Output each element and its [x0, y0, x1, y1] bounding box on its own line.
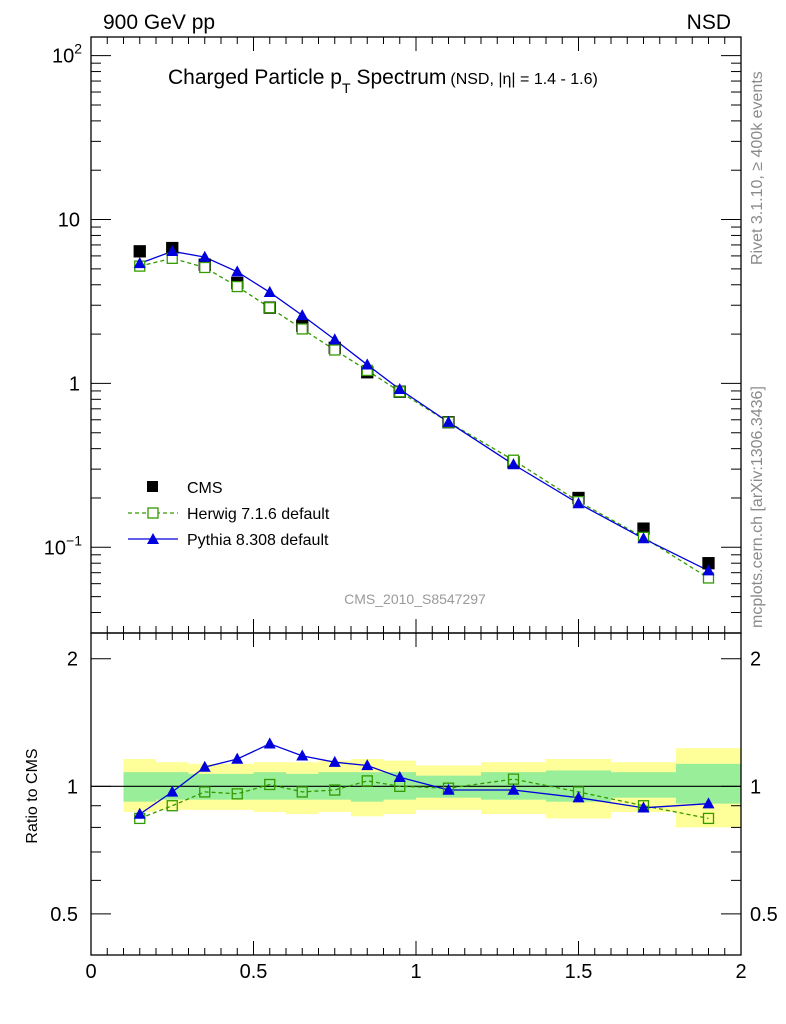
legend-herwig-marker — [147, 507, 159, 519]
pythia-ratio-line — [139, 743, 709, 815]
herwig-line — [139, 257, 709, 579]
inner-band-bin — [611, 772, 676, 798]
main-panel-axes: 102 10 1 10−1 — [44, 36, 742, 634]
legend-cms-marker — [147, 481, 158, 492]
main-title-small: (NSD, |η| = 1.4 - 1.6) — [450, 71, 597, 88]
main-title-text: Charged Particle p — [168, 66, 342, 89]
pythia-point — [166, 244, 179, 257]
main-y-tick-label: 102 — [52, 41, 82, 68]
herwig-ratio-point — [361, 775, 373, 787]
ratio-y-tick-label-left: 2 — [67, 649, 78, 671]
main-panel-series-lines — [139, 250, 709, 579]
herwig-ratio-line — [139, 778, 709, 820]
pythia-ratio-point — [328, 755, 341, 767]
legend-pythia-label: Pythia 8.308 default — [187, 532, 329, 549]
pythia-point — [393, 383, 406, 395]
header-left: 900 GeV pp — [103, 11, 215, 34]
pythia-ratio-point — [572, 791, 585, 803]
main-panel-markers — [133, 241, 715, 584]
pythia-point — [637, 532, 650, 544]
ratio-panel-series-lines — [139, 743, 709, 820]
header-right: NSD — [687, 11, 731, 34]
mcplots-label: mcplots.cern.ch [arXiv:1306.3436] — [749, 386, 766, 628]
herwig-ratio-point — [199, 786, 211, 798]
main-y-tick-label: 10−1 — [44, 532, 82, 559]
ratio-x-tick-label: 0.5 — [240, 961, 268, 983]
herwig-point — [329, 344, 341, 356]
ratio-x-tick-label: 1 — [410, 961, 421, 983]
pythia-point — [328, 333, 341, 345]
herwig-ratio-point — [231, 788, 243, 800]
pythia-ratio-point — [166, 785, 179, 797]
legend-cms-label: CMS — [187, 480, 223, 497]
herwig-point — [199, 261, 211, 274]
pythia-ratio-point — [361, 759, 374, 771]
pythia-ratio-point — [702, 797, 715, 809]
pythia-point — [231, 265, 244, 277]
herwig-ratio-point — [296, 786, 308, 798]
ratio-y-tick-label-left: 0.5 — [50, 904, 78, 926]
ratio-y-tick-label-right: 2 — [750, 649, 761, 671]
pythia-ratio-point — [296, 749, 309, 761]
cms-data-point — [133, 245, 146, 258]
herwig-ratio-point — [264, 778, 276, 791]
pythia-point — [361, 358, 374, 370]
pythia-point — [442, 415, 455, 427]
legend-pythia-marker — [147, 533, 159, 544]
pythia-ratio-point — [198, 760, 211, 772]
pythia-ratio-point — [442, 783, 455, 795]
pythia-point — [572, 497, 585, 509]
pythia-point — [296, 309, 309, 321]
pythia-point — [133, 257, 146, 269]
ratio-panel-axes: 0.5 0.5 1 1 2 2 0 0.5 1 1.5 2 — [50, 632, 778, 983]
herwig-ratio-point — [702, 812, 715, 825]
herwig-point — [296, 323, 308, 335]
pythia-point — [263, 285, 276, 297]
ratio-x-tick-label: 1.5 — [565, 961, 593, 983]
herwig-ratio-point — [329, 784, 341, 796]
herwig-point — [231, 280, 243, 293]
ratio-panel-uncertainty-bands — [91, 748, 741, 828]
pythia-point — [702, 564, 715, 576]
pythia-point — [198, 250, 211, 262]
pythia-ratio-point — [263, 737, 276, 749]
inner-band-bin — [676, 763, 741, 804]
main-y-tick-label: 10 — [58, 210, 80, 232]
legend-herwig-label: Herwig 7.1.6 default — [187, 506, 330, 523]
main-title-suffix: Spectrum — [357, 66, 447, 89]
ratio-y-axis-label: Ratio to CMS — [24, 748, 41, 843]
main-title-subscript: T — [342, 80, 351, 96]
rivet-version-label: Rivet 3.1.10, ≥ 400k events — [749, 71, 766, 265]
pythia-ratio-point — [507, 783, 520, 795]
ratio-x-tick-label: 2 — [735, 961, 746, 983]
pythia-point — [507, 458, 520, 470]
ratio-y-tick-label-right: 1 — [750, 776, 761, 798]
analysis-watermark: CMS_2010_S8547297 — [344, 591, 486, 607]
herwig-ratio-point — [166, 800, 178, 812]
herwig-point — [264, 302, 276, 314]
ratio-panel-markers — [133, 737, 715, 825]
pythia-ratio-point — [231, 752, 244, 764]
legend: CMS Herwig 7.1.6 default Pythia 8.308 de… — [128, 480, 330, 549]
ratio-x-tick-label: 0 — [85, 961, 96, 983]
main-title: Charged Particle pT Spectrum (NSD, |η| = 1… — [168, 66, 598, 96]
ratio-y-tick-label-right: 0.5 — [750, 904, 778, 926]
pythia-ratio-point — [393, 770, 406, 783]
pythia-ratio-point — [637, 801, 650, 813]
main-y-tick-label: 1 — [69, 373, 80, 395]
ratio-y-tick-label-left: 1 — [67, 776, 78, 798]
pythia-ratio-point — [133, 807, 146, 819]
